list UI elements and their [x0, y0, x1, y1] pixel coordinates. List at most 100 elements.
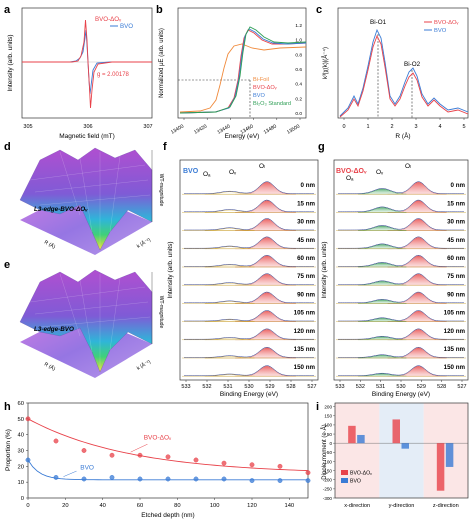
xps-envelope [184, 273, 314, 285]
tick-x: 528 [286, 384, 295, 390]
legend-label-i: BVO [350, 479, 361, 485]
depth-label: 15 nm [447, 200, 465, 207]
tick-x: 527 [307, 384, 316, 390]
series-label-h-1: BVO [80, 465, 94, 472]
tick-h-x: 60 [137, 503, 143, 509]
tick-x: 531 [376, 384, 385, 390]
axis-b-xlabel: Energy (eV) [225, 133, 260, 140]
xps-envelope [184, 328, 314, 340]
depth-label: 30 nm [297, 219, 315, 226]
axis-c-xticks: 0 1 2 3 4 5 [342, 118, 466, 130]
data-point [193, 457, 199, 463]
data-point [81, 448, 87, 453]
panel-i: i x-direction y-direction z-direction -300 -… [316, 401, 469, 509]
tick-x: 533 [335, 384, 344, 390]
xps-envelope [184, 365, 314, 376]
panel-g-title: BVO-ΔOᵥ [336, 168, 367, 175]
data-point [109, 475, 115, 480]
xps-envelope [338, 328, 464, 340]
legend-b-1: BVO-ΔOᵥ [253, 85, 277, 91]
data-point [25, 457, 31, 463]
axis-b-ylabel: Normalized μE (arb. units) [159, 28, 165, 98]
bar [401, 443, 409, 449]
depth-label: 45 nm [297, 237, 315, 244]
xps-peak-vacancy [357, 299, 407, 304]
xps-envelope [184, 181, 314, 194]
panel-i-frame [334, 402, 469, 499]
panel-h: h 0 20 40 60 80 100 120 140 0 10 20 30 40 50 60 BVO-ΔOᵥ… [4, 401, 311, 519]
panel-letter-h: h [4, 401, 11, 413]
tick-x: 531 [223, 384, 232, 390]
data-point [137, 476, 143, 482]
tick-c-x: 5 [462, 124, 465, 130]
axis-f-xticks: 533 532 531 530 529 528 527 [181, 380, 317, 390]
category-label-i: z-direction [433, 503, 459, 509]
xps-peak-vacancy [357, 281, 407, 286]
xps-peak-vacancy [357, 244, 407, 249]
tick-h-y: 30 [18, 449, 24, 455]
depth-label: 105 nm [444, 310, 466, 317]
panel-letter-i: i [316, 401, 319, 413]
direction-region [423, 403, 468, 498]
panel-d: d WT-magnitude k (Å⁻¹) R (Å) L3-edge-BVO… [4, 141, 164, 255]
depth-label: 105 nm [294, 310, 316, 317]
fit-curve [27, 418, 309, 472]
xps-peak-lattice [235, 329, 296, 340]
bar [348, 425, 356, 444]
legend-swatch-i [341, 478, 348, 483]
tick-h-x: 120 [247, 503, 257, 509]
wt-axis-label-e-r: R (Å) [43, 361, 57, 373]
tick-b-y: 1.0 [295, 38, 302, 44]
ft-series-bvo [339, 28, 469, 117]
depth-label: 150 nm [294, 364, 316, 371]
panel-letter-a: a [4, 4, 11, 16]
tick-x: 528 [437, 384, 446, 390]
wt-label-e: L3-edge-BVO [34, 326, 74, 333]
depth-label: 90 nm [297, 291, 315, 298]
xps-envelope [184, 346, 314, 358]
tick-b-y: 0.8 [295, 52, 302, 58]
peak-label-bi-o2: Bi-O2 [404, 61, 421, 68]
panel-letter-b: b [156, 4, 163, 16]
tick-i-y: 150 [324, 414, 332, 419]
xps-envelope [338, 236, 464, 249]
xps-envelope [338, 365, 464, 376]
bar [357, 434, 365, 444]
tick-a-x-2: 307 [143, 124, 152, 130]
xps-peak-lattice [235, 274, 296, 286]
depth-label: 120 nm [294, 328, 316, 335]
tick-h-y: 40 [18, 433, 24, 439]
data-point [165, 454, 171, 460]
tick-a-x-0: 305 [23, 124, 32, 130]
xanes-series-bvo [179, 28, 307, 114]
tick-c-x: 1 [366, 124, 369, 130]
series-label-h-0: BVO-ΔOᵥ [144, 434, 172, 441]
data-point [221, 476, 227, 482]
tick-h-x: 40 [99, 503, 105, 509]
xps-envelope [338, 254, 464, 267]
tick-b-y: 0.0 [295, 111, 302, 117]
axis-b-yticks: 0.0 0.2 0.4 0.6 0.8 1.0 1.2 [295, 23, 302, 117]
xps-peak-lattice [387, 366, 447, 377]
xps-envelope [184, 236, 314, 249]
tick-i-y: 0 [329, 441, 332, 446]
tick-i-y: -150 [323, 468, 333, 473]
axis-i-ylabel: Dipole moment (e·Å) [321, 424, 328, 479]
data-point [81, 476, 87, 482]
data-point [305, 470, 311, 476]
legend-c-1: BVO [434, 28, 447, 34]
bar-chart-i: x-direction y-direction z-direction -300 -25… [323, 402, 469, 509]
category-label-i: y-direction [389, 503, 415, 509]
data-point [53, 475, 59, 480]
panel-c: c Bi-O1 Bi-O2 BVO-ΔOᵥ BVO 0 1 2 3 4 5 R (Å) k… [316, 4, 469, 140]
tick-c-x: 0 [342, 124, 345, 130]
panel-letter-f: f [163, 141, 167, 153]
tick-i-y: 100 [324, 423, 332, 428]
series-pointer-h-1 [63, 470, 77, 477]
tick-i-y: -300 [323, 496, 333, 501]
xps-peak-lattice [387, 347, 447, 359]
xps-envelope [338, 291, 464, 304]
panel-c-frame [337, 7, 469, 119]
panel-letter-g: g [318, 141, 325, 153]
axis-h-xlabel: Etched depth (nm) [141, 512, 194, 519]
